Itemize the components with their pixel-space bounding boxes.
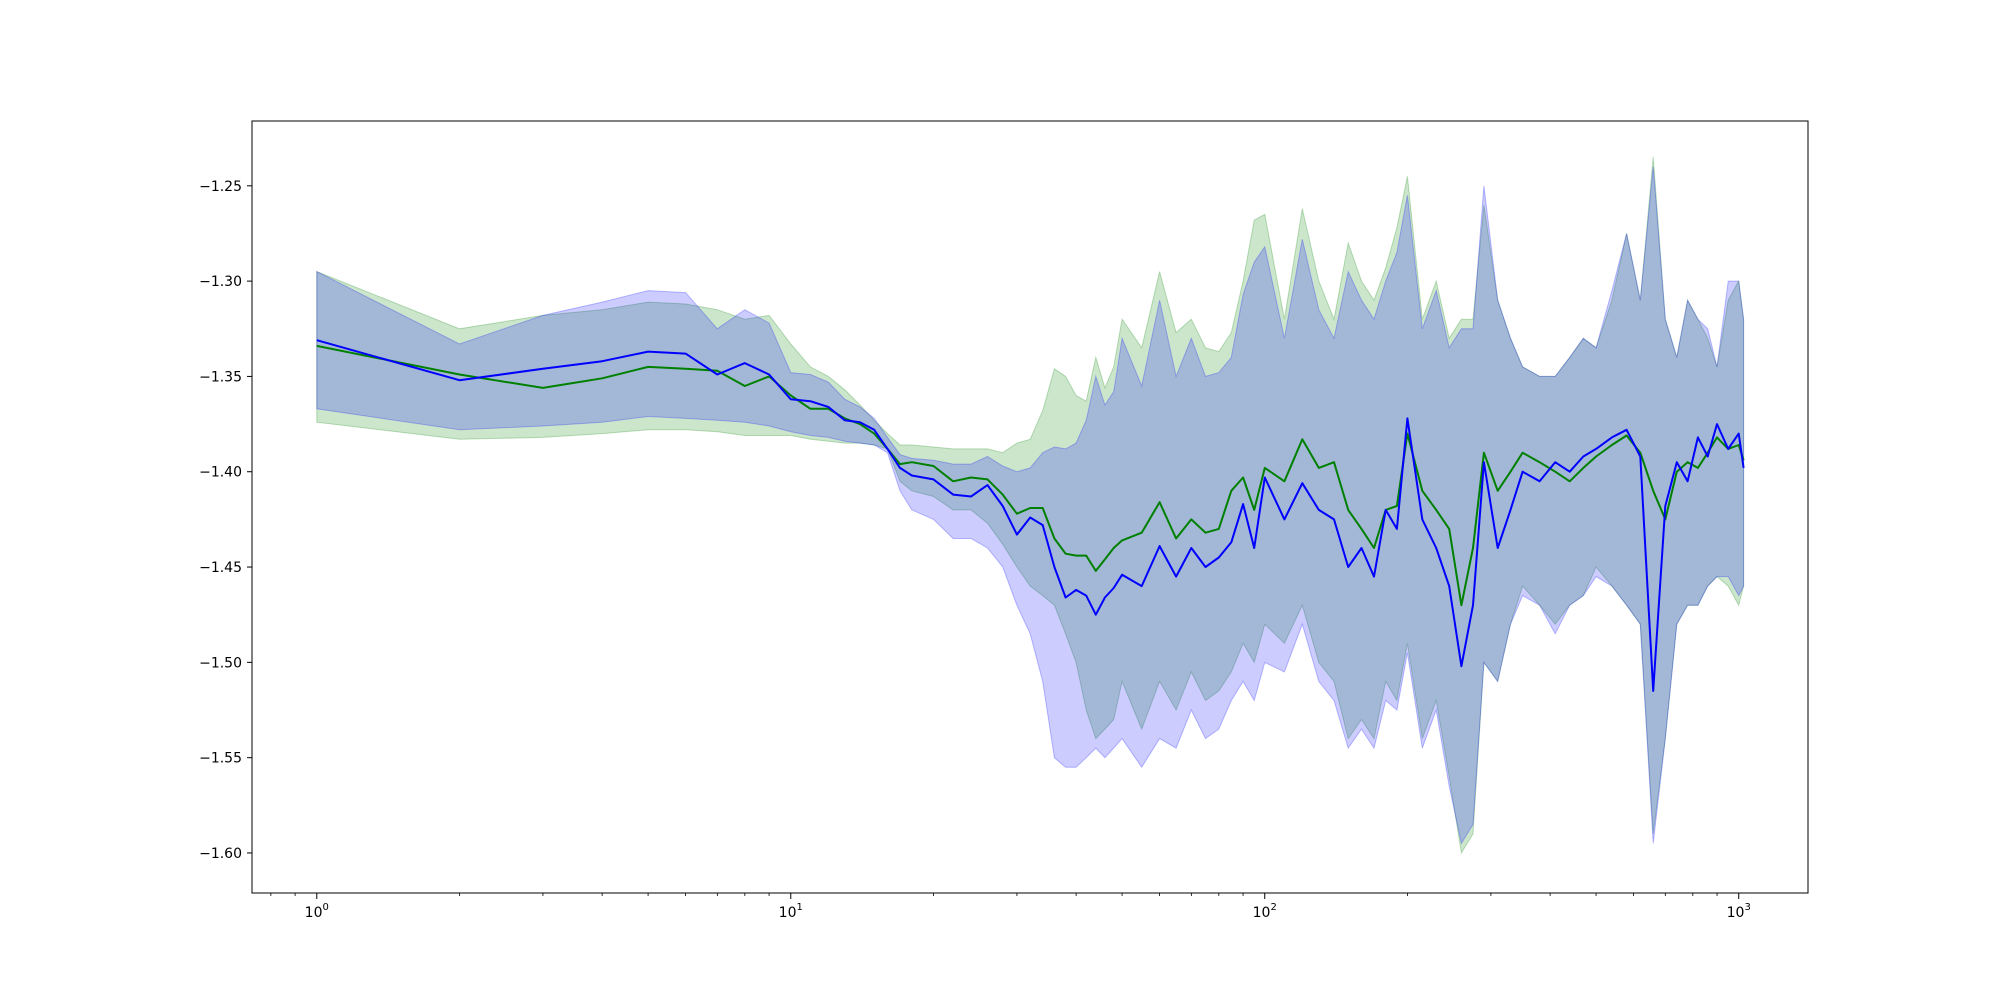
x-axis: 100 101 102 103 <box>270 893 1751 921</box>
x-tick-label: 102 <box>1253 902 1277 921</box>
x-tick-label: 101 <box>779 902 803 921</box>
y-tick-label: −1.30 <box>199 274 242 290</box>
y-tick-label: −1.45 <box>199 560 242 576</box>
y-tick-label: −1.25 <box>199 179 242 195</box>
y-tick-label: −1.40 <box>199 465 242 481</box>
x-tick-label: 103 <box>1727 902 1751 921</box>
y-axis: −1.25 −1.30 −1.35 −1.40 −1.45 −1.50 −1.55 −1.60 <box>199 179 252 862</box>
series-1-line <box>316 344 1745 607</box>
y-tick-label: −1.55 <box>199 751 242 767</box>
series-1-band <box>316 157 1745 855</box>
confidence-bands <box>316 157 1745 855</box>
y-tick-label: −1.50 <box>199 655 242 671</box>
plot-frame <box>251 120 1809 894</box>
y-tick-label: −1.60 <box>199 846 242 862</box>
series-2-band <box>316 166 1745 845</box>
series-2-line <box>316 339 1745 692</box>
x-tick-label: 100 <box>305 902 329 921</box>
series-lines <box>316 339 1745 692</box>
y-tick-label: −1.35 <box>199 369 242 385</box>
